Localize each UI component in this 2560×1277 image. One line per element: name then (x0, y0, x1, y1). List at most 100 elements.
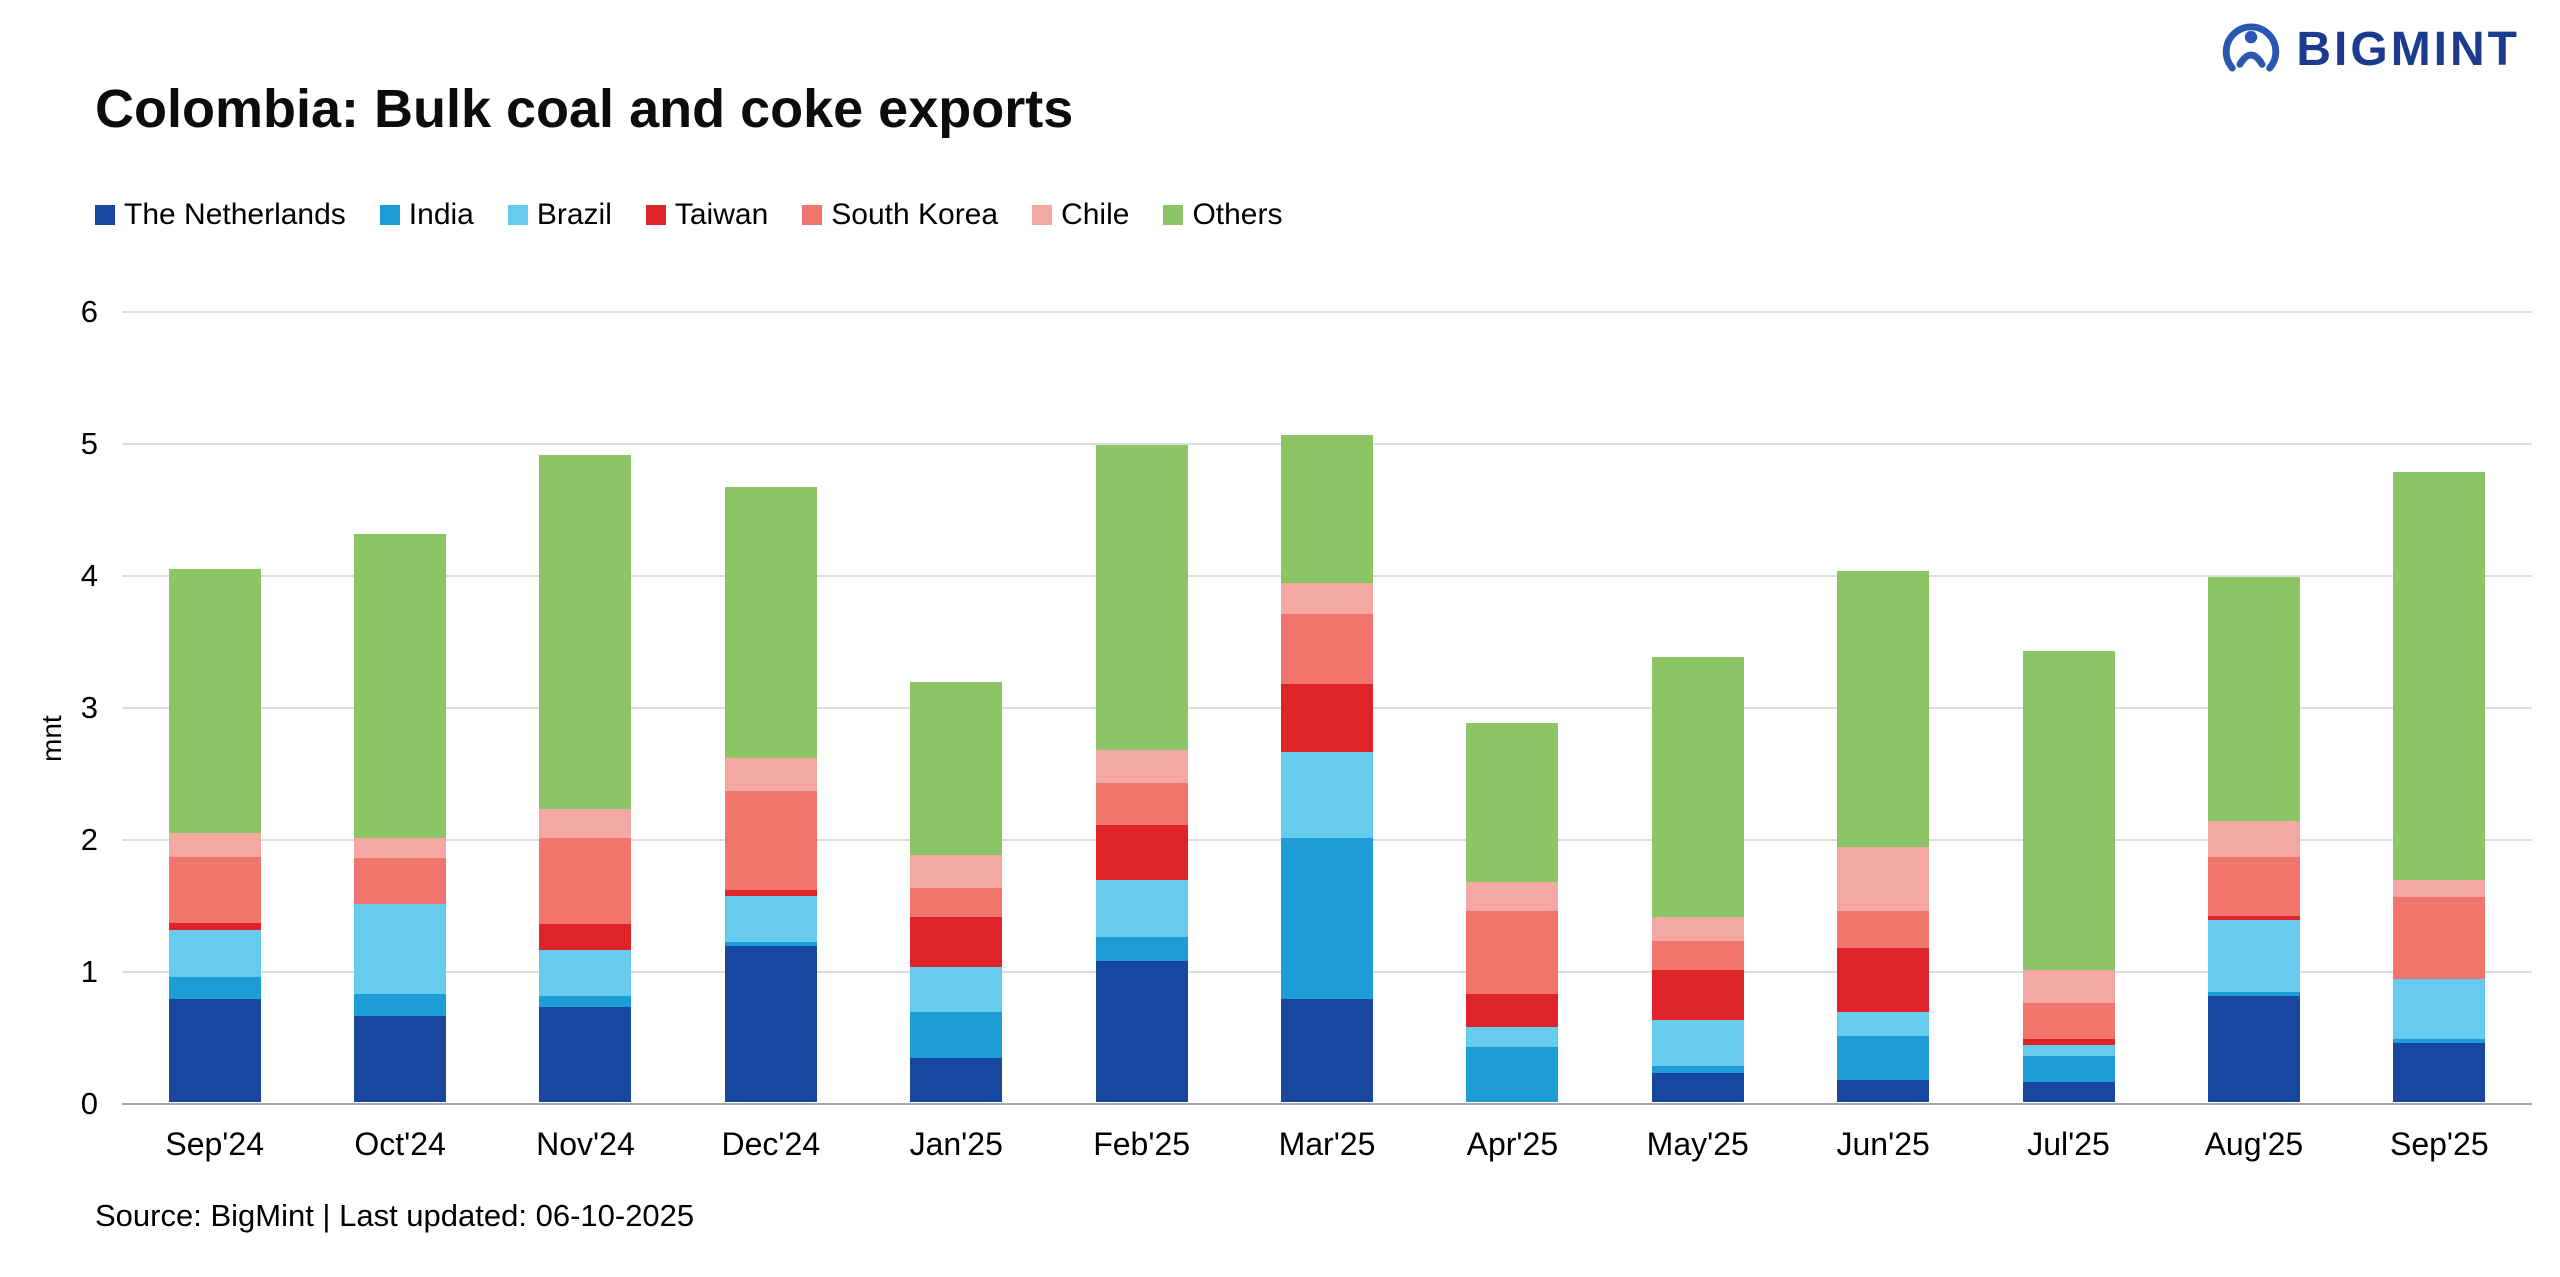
bar-segment-india (1466, 1046, 1559, 1102)
bar-segment-india (2393, 1038, 2486, 1043)
bar-segment-brazil (724, 896, 817, 943)
bar-segment-the-netherlands (724, 946, 817, 1102)
bar-segment-others (2207, 576, 2300, 821)
bar-segment-india (354, 993, 447, 1017)
y-tick-label: 1 (80, 954, 98, 990)
bar-column-feb-25 (1049, 312, 1234, 1104)
legend-item-south-korea: South Korea (802, 198, 998, 232)
bar-series (122, 312, 2532, 1104)
bar-segment-others (1651, 657, 1744, 918)
bar-stack (1095, 310, 1188, 1102)
bar-segment-taiwan (2207, 915, 2300, 920)
bar-stack (724, 310, 817, 1102)
bar-segment-chile (354, 838, 447, 858)
bar-segment-the-netherlands (539, 1006, 632, 1102)
legend-label: Chile (1061, 198, 1130, 231)
bar-segment-south-korea (2022, 1003, 2115, 1039)
bar-segment-the-netherlands (1651, 1072, 1744, 1102)
bar-column-sep-24 (122, 312, 307, 1104)
bar-stack (2393, 310, 2486, 1102)
source-note: Source: BigMint | Last updated: 06-10-20… (95, 1198, 695, 1233)
gridline (122, 1103, 2532, 1105)
bar-segment-chile (2393, 880, 2486, 898)
bar-segment-taiwan (168, 922, 261, 931)
y-tick-label: 0 (80, 1086, 98, 1121)
bar-segment-south-korea (910, 888, 1003, 918)
bar-segment-india (1651, 1066, 1744, 1073)
bar-segment-others (1095, 444, 1188, 750)
bar-segment-taiwan (1466, 993, 1559, 1027)
bar-stack (910, 310, 1003, 1102)
bar-segment-south-korea (539, 838, 632, 924)
x-tick-label: Aug'25 (2204, 1126, 2304, 1162)
bar-segment-brazil (2022, 1045, 2115, 1056)
bar-segment-others (539, 455, 632, 810)
bar-segment-south-korea (2393, 897, 2486, 980)
bar-segment-india (724, 942, 817, 947)
bar-column-nov-24 (493, 312, 678, 1104)
bar-stack (1837, 310, 1930, 1102)
bigmint-logo-icon (2220, 16, 2282, 83)
bar-column-dec-24 (678, 312, 863, 1104)
bar-segment-taiwan (1095, 824, 1188, 881)
x-tick-label: Apr'25 (1466, 1126, 1559, 1162)
bar-segment-india (2207, 992, 2300, 997)
legend-swatch-others (1163, 205, 1184, 225)
legend-item-brazil: Brazil (507, 198, 612, 232)
bar-segment-chile (1281, 583, 1374, 614)
bar-segment-chile (168, 832, 261, 857)
bar-segment-taiwan (1837, 947, 1930, 1013)
legend-label: Others (1192, 198, 1283, 231)
legend-swatch-taiwan (645, 205, 666, 225)
bar-segment-taiwan (2022, 1038, 2115, 1046)
bar-segment-brazil (1281, 752, 1374, 839)
x-tick-label: Mar'25 (1278, 1126, 1376, 1162)
x-tick-label: Feb'25 (1093, 1126, 1191, 1162)
bar-stack (1281, 310, 1374, 1102)
legend-swatch-india (379, 205, 400, 225)
bar-stack (539, 310, 632, 1102)
bigmint-logo: BIGMINT (2220, 16, 2520, 83)
bar-segment-india (1281, 838, 1374, 1000)
bar-segment-south-korea (1651, 941, 1744, 971)
bar-segment-taiwan (910, 917, 1003, 968)
bar-segment-the-netherlands (354, 1016, 447, 1102)
legend-label: Brazil (536, 198, 612, 231)
bar-segment-chile (724, 757, 817, 791)
legend-item-others: Others (1163, 198, 1282, 232)
bar-segment-south-korea (1095, 782, 1188, 825)
legend-label: South Korea (831, 198, 999, 231)
bar-column-may-25 (1605, 312, 1790, 1104)
bar-segment-brazil (354, 904, 447, 994)
bar-segment-the-netherlands (2022, 1082, 2115, 1102)
bar-segment-brazil (910, 967, 1003, 1013)
bar-segment-india (168, 976, 261, 1000)
bar-segment-south-korea (2207, 856, 2300, 916)
bar-segment-others (910, 682, 1003, 856)
bar-segment-south-korea (1837, 910, 1930, 948)
bar-column-mar-25 (1234, 312, 1419, 1104)
bar-segment-the-netherlands (2207, 996, 2300, 1102)
bar-segment-taiwan (1651, 970, 1744, 1021)
bar-segment-south-korea (168, 856, 261, 923)
chart-title: Colombia: Bulk coal and coke exports (95, 79, 1074, 139)
bar-stack (168, 310, 261, 1102)
bar-segment-taiwan (539, 923, 632, 951)
bar-segment-the-netherlands (1281, 999, 1374, 1102)
legend-item-india: India (379, 198, 474, 232)
legend: The Netherlands India Brazil Taiwan South Ko… (95, 198, 1282, 232)
x-tick-label: Sep'25 (2389, 1126, 2489, 1162)
bar-segment-others (2022, 650, 2115, 971)
legend-item-taiwan: Taiwan (645, 198, 769, 232)
legend-swatch-chile (1032, 205, 1053, 225)
bar-segment-south-korea (1466, 910, 1559, 994)
bar-segment-india (1095, 937, 1188, 961)
bar-segment-india (539, 996, 632, 1007)
bar-segment-india (1837, 1036, 1930, 1080)
bar-segment-brazil (1466, 1026, 1559, 1047)
legend-label: Taiwan (674, 198, 769, 231)
bar-segment-others (1466, 723, 1559, 882)
y-tick-label: 3 (80, 690, 98, 725)
bar-segment-the-netherlands (2393, 1042, 2486, 1102)
